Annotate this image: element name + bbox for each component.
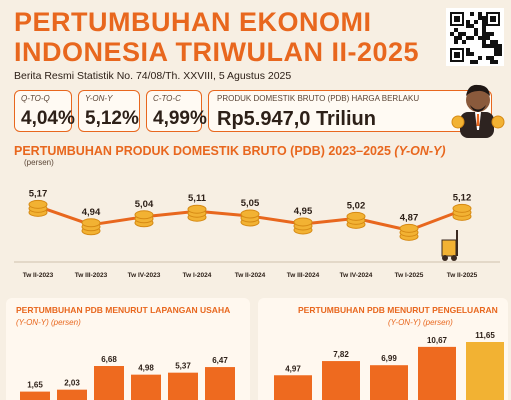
x-tick-label: Tw II-2025: [447, 272, 478, 279]
forklift-icon: [441, 230, 458, 261]
indicator-ctoc-value: 4,99%: [153, 108, 207, 129]
coin-stack-marker: [293, 217, 313, 235]
coin-stack-marker: [81, 218, 101, 236]
bar-value-label: 7,82: [333, 350, 349, 359]
bar: [418, 346, 456, 400]
gdp-chart-title-suffix: (Y-ON-Y): [394, 144, 446, 158]
coin-stack-marker: [28, 199, 48, 217]
indicator-qtoq-label: Q-TO-Q: [21, 94, 50, 103]
data-label: 5,11: [188, 193, 207, 204]
x-tick-label: Tw III-2024: [287, 272, 320, 279]
bar-value-label: 4,97: [285, 364, 301, 373]
expenditure-chart-subtitle: (Y-ON-Y) (persen): [388, 318, 453, 327]
bar-value-label: 4,98: [138, 364, 154, 373]
indicator-yony: Y-ON-Y 5,12%: [78, 90, 140, 132]
coin-stack-marker: [187, 204, 207, 222]
bar: [20, 391, 50, 400]
bar: [57, 389, 87, 400]
bar: [370, 365, 408, 400]
bar-value-label: 10,67: [427, 336, 448, 345]
coin-stack-marker: [399, 223, 419, 241]
x-tick-label: Tw III-2023: [75, 272, 108, 279]
indicator-yony-value: 5,12%: [85, 108, 139, 129]
x-tick-label: Tw IV-2023: [128, 272, 161, 279]
page-title-line2: INDONESIA TRIWULAN II-2025: [14, 37, 420, 67]
pdb-nominal-value: Rp5.947,0 Triliun: [217, 108, 376, 130]
indicator-ctoc: C-TO-C 4,99%: [146, 90, 207, 132]
indicator-yony-label: Y-ON-Y: [85, 94, 113, 103]
x-tick-label: Tw II-2024: [235, 272, 266, 279]
sector-chart-subtitle: (Y-ON-Y) (persen): [16, 318, 81, 327]
coin-stack-marker: [134, 210, 154, 228]
gdp-yoy-line-chart: 5,17 Tw II-2023 4,94 Tw III-2023 5,04 Tw IV-2…: [14, 188, 500, 279]
data-label: 4,95: [294, 206, 313, 217]
gdp-chart-unit: (persen): [24, 158, 54, 167]
pdb-nominal-box: PRODUK DOMESTIK BRUTO (PDB) HARGA BERLAK…: [208, 90, 492, 132]
gdp-chart-title: PERTUMBUHAN PRODUK DOMESTIK BRUTO (PDB) …: [14, 144, 446, 158]
bar: [205, 367, 235, 400]
page-subtitle: Berita Resmi Statistik No. 74/08/Th. XXV…: [14, 70, 292, 82]
pdb-nominal-label: PRODUK DOMESTIK BRUTO (PDB) HARGA BERLAK…: [217, 94, 420, 103]
expenditure-chart-title: PERTUMBUHAN PDB MENURUT PENGELUARAN: [298, 305, 498, 315]
data-label: 5,12: [453, 192, 472, 203]
x-tick-label: Tw IV-2024: [340, 272, 373, 279]
bar-value-label: 11,65: [475, 331, 495, 340]
expenditure-bar-chart: 4,97 7,82 6,99 10,67 11,65: [274, 331, 504, 400]
bar-value-label: 6,68: [101, 355, 117, 364]
bar-value-label: 6,47: [212, 356, 228, 365]
coin-stack-marker: [346, 211, 366, 229]
x-tick-label: Tw II-2023: [23, 272, 54, 279]
sector-chart-title: PERTUMBUHAN PDB MENURUT LAPANGAN USAHA: [16, 305, 231, 315]
coin-stack-marker: [240, 209, 260, 227]
bar-value-label: 5,37: [175, 362, 191, 371]
data-label: 5,05: [241, 198, 260, 209]
x-tick-label: Tw I-2024: [183, 272, 212, 279]
data-label: 4,87: [400, 212, 419, 223]
bar: [94, 366, 124, 400]
data-label: 5,17: [29, 188, 48, 199]
qr-code-icon[interactable]: [446, 8, 504, 66]
bar: [168, 372, 198, 400]
bar-value-label: 6,99: [381, 354, 397, 363]
sector-bar-chart: 1,65 2,03 6,68 4,98 5,37 6,47: [20, 355, 235, 400]
data-label: 4,94: [82, 207, 101, 218]
bar: [466, 342, 504, 400]
indicator-ctoc-label: C-TO-C: [153, 94, 181, 103]
coin-stack-marker: [452, 203, 472, 221]
bar: [322, 361, 360, 400]
page-title-line1: PERTUMBUHAN EKONOMI: [14, 7, 372, 37]
x-tick-label: Tw I-2025: [395, 272, 424, 279]
indicator-qtoq-value: 4,04%: [21, 108, 75, 129]
bar: [274, 375, 312, 400]
bar-value-label: 1,65: [27, 381, 43, 390]
businessman-mascot-icon: [451, 84, 505, 138]
data-label: 5,02: [347, 200, 366, 211]
indicator-qtoq: Q-TO-Q 4,04%: [14, 90, 75, 132]
bar-value-label: 2,03: [64, 379, 80, 388]
bar: [131, 374, 161, 400]
data-label: 5,04: [135, 199, 154, 210]
gdp-chart-title-text: PERTUMBUHAN PRODUK DOMESTIK BRUTO (PDB) …: [14, 144, 391, 158]
